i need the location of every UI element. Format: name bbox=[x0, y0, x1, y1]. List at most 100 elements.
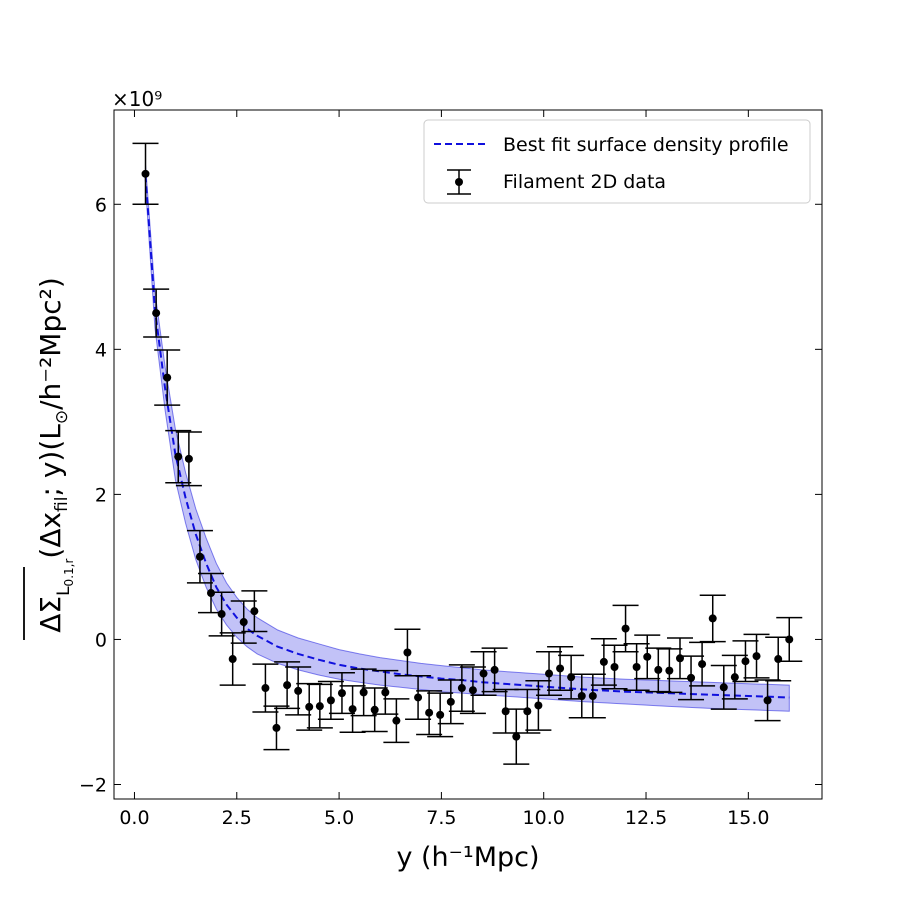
y-title-args: (Δx bbox=[34, 512, 67, 559]
data-point bbox=[721, 654, 748, 700]
y-title-main: ΔΣ bbox=[34, 596, 67, 633]
data-marker bbox=[763, 696, 772, 705]
y-tick-label: 4 bbox=[95, 339, 107, 361]
data-marker bbox=[370, 705, 379, 714]
y-title-sub-prefix: L bbox=[54, 586, 74, 596]
data-point bbox=[579, 673, 606, 719]
data-marker bbox=[261, 684, 270, 693]
legend-fit-label: Best fit surface density profile bbox=[503, 134, 789, 156]
data-point bbox=[525, 680, 552, 731]
svg-text:ΔΣL0.1,r(Δxfil; y)(L⊙/h⁻²Mpc²): ΔΣL0.1,r(Δxfil; y)(L⊙/h⁻²Mpc²) bbox=[34, 277, 76, 633]
data-marker bbox=[752, 652, 761, 661]
data-point bbox=[274, 661, 301, 710]
data-marker bbox=[621, 624, 630, 633]
data-point bbox=[405, 674, 432, 720]
data-marker bbox=[665, 666, 674, 675]
data-marker bbox=[239, 618, 248, 627]
data-point bbox=[568, 673, 595, 719]
data-point bbox=[143, 288, 170, 338]
data-marker bbox=[446, 697, 455, 706]
data-marker bbox=[719, 683, 728, 692]
data-point bbox=[699, 594, 726, 643]
data-marker bbox=[468, 686, 477, 695]
data-point bbox=[165, 429, 192, 484]
y-tick-label: 2 bbox=[95, 484, 107, 506]
legend-data-swatch bbox=[447, 169, 471, 195]
data-point bbox=[132, 142, 159, 206]
data-marker bbox=[348, 705, 357, 714]
data-marker bbox=[152, 309, 161, 318]
data-point bbox=[656, 648, 683, 694]
y-title-args-sub: fil bbox=[52, 497, 72, 512]
data-marker bbox=[785, 635, 794, 644]
best-fit-line bbox=[144, 175, 790, 699]
data-marker bbox=[523, 707, 532, 716]
y-tick-label: 0 bbox=[95, 629, 107, 651]
data-marker bbox=[228, 655, 237, 664]
data-point bbox=[623, 643, 650, 691]
data-point bbox=[285, 666, 312, 716]
data-marker bbox=[490, 665, 499, 674]
data-point bbox=[514, 688, 541, 734]
data-point bbox=[219, 632, 246, 686]
data-marker bbox=[534, 701, 543, 710]
data-point bbox=[459, 666, 486, 715]
data-point bbox=[590, 637, 617, 686]
data-point bbox=[241, 590, 268, 633]
data-marker bbox=[294, 686, 303, 695]
data-point bbox=[732, 640, 759, 683]
legend: Best fit surface density profile Filamen… bbox=[423, 119, 811, 204]
data-marker bbox=[687, 673, 696, 682]
data-marker bbox=[163, 373, 172, 382]
data-point bbox=[634, 634, 661, 680]
data-point bbox=[230, 600, 257, 644]
data-marker bbox=[479, 669, 488, 678]
y-tick-label: 6 bbox=[95, 194, 107, 216]
data-marker bbox=[141, 169, 150, 178]
data-marker bbox=[643, 652, 652, 661]
data-marker bbox=[283, 681, 292, 690]
data-point bbox=[547, 645, 574, 691]
data-point bbox=[328, 672, 355, 715]
data-marker bbox=[305, 702, 314, 711]
data-marker bbox=[315, 702, 324, 711]
x-tick-label: 12.5 bbox=[625, 807, 667, 829]
x-tick-label: 7.5 bbox=[426, 807, 456, 829]
data-point bbox=[339, 685, 366, 734]
data-point bbox=[470, 651, 497, 697]
data-marker bbox=[599, 657, 608, 666]
data-point bbox=[208, 591, 235, 637]
data-point bbox=[263, 705, 290, 751]
data-marker bbox=[457, 684, 466, 693]
y-title-sub-detail: 0.1,r bbox=[62, 559, 76, 587]
data-marker bbox=[326, 696, 335, 705]
data-marker bbox=[337, 689, 346, 698]
data-marker bbox=[217, 610, 226, 619]
data-marker bbox=[250, 607, 259, 616]
data-point bbox=[743, 633, 770, 679]
data-marker bbox=[425, 708, 434, 717]
data-marker bbox=[195, 552, 204, 561]
y-tick-label: −2 bbox=[79, 774, 107, 796]
data-point bbox=[776, 616, 803, 662]
data-point bbox=[175, 431, 202, 487]
x-tick-label: 15.0 bbox=[727, 807, 769, 829]
data-marker bbox=[174, 452, 183, 461]
data-marker bbox=[577, 692, 586, 701]
legend-box bbox=[423, 119, 811, 204]
data-point bbox=[710, 664, 737, 710]
y-axis-title: ΔΣL0.1,r(Δxfil; y)(L⊙/h⁻²Mpc²) bbox=[23, 277, 76, 640]
y-multiplier: ×10⁹ bbox=[112, 87, 162, 111]
data-marker bbox=[741, 657, 750, 666]
data-marker bbox=[403, 648, 412, 657]
data-point bbox=[154, 349, 181, 406]
data-point bbox=[372, 669, 399, 715]
x-tick-label: 2.5 bbox=[222, 807, 252, 829]
data-marker bbox=[184, 454, 193, 463]
data-marker bbox=[512, 732, 521, 741]
data-point bbox=[350, 668, 377, 717]
data-point bbox=[296, 682, 323, 731]
data-point bbox=[416, 690, 443, 736]
x-tick-label: 0.0 bbox=[119, 807, 149, 829]
